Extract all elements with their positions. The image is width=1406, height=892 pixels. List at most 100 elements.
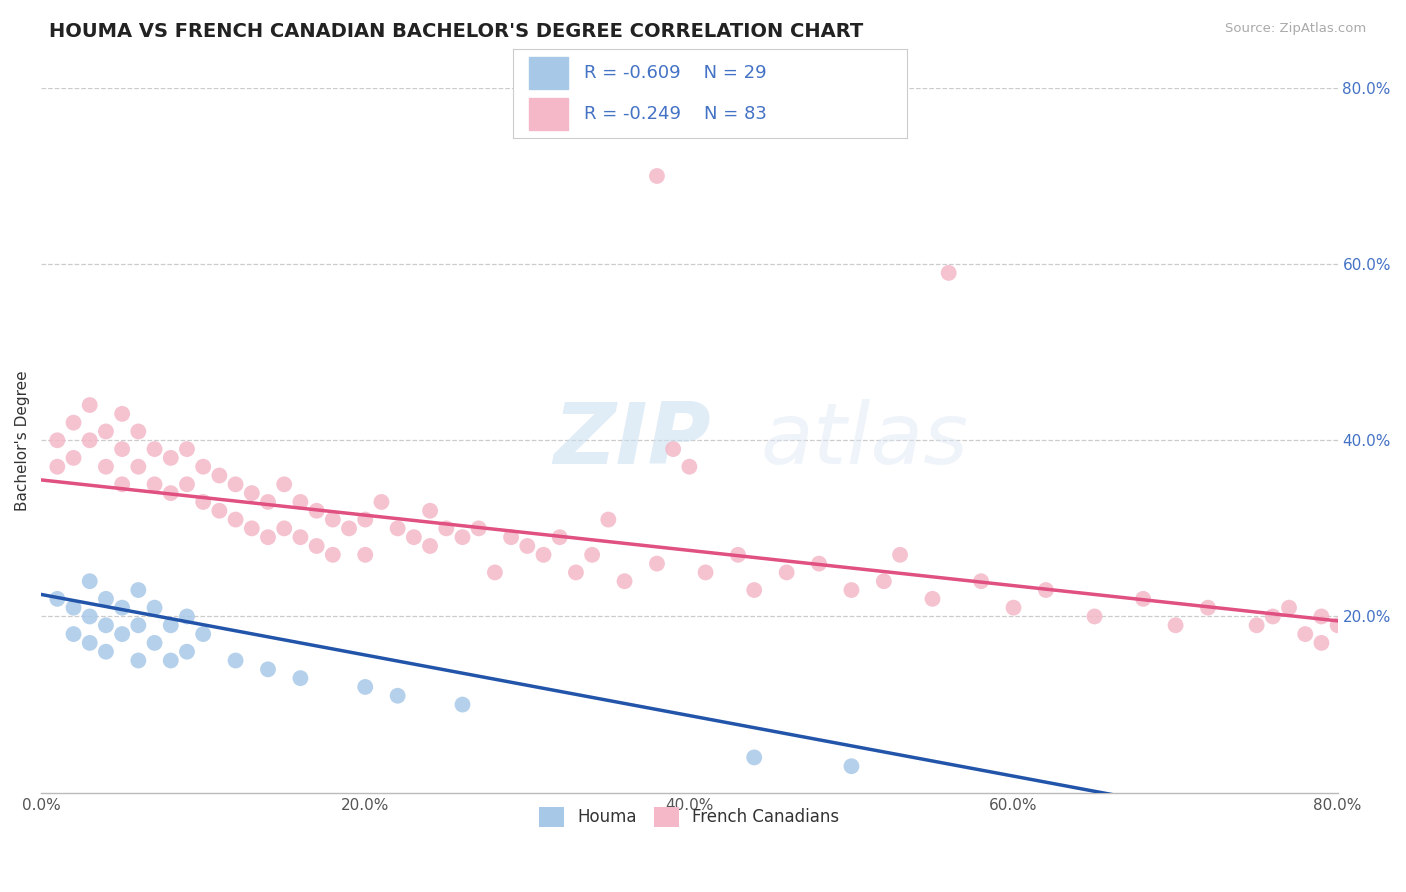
Point bbox=[1083, 609, 1105, 624]
Point bbox=[387, 689, 409, 703]
Point bbox=[257, 530, 280, 544]
Point bbox=[354, 680, 377, 694]
Point bbox=[808, 557, 831, 571]
Point bbox=[1002, 600, 1025, 615]
Point bbox=[225, 477, 247, 491]
Point bbox=[565, 566, 588, 580]
Point bbox=[1197, 600, 1219, 615]
Point bbox=[127, 459, 149, 474]
Point bbox=[1164, 618, 1187, 632]
Point bbox=[111, 477, 134, 491]
Point bbox=[143, 477, 166, 491]
Point bbox=[1035, 582, 1057, 597]
Point bbox=[159, 450, 181, 465]
Point bbox=[79, 636, 101, 650]
Point bbox=[467, 521, 489, 535]
Point bbox=[257, 662, 280, 676]
Point bbox=[1278, 600, 1301, 615]
Point bbox=[143, 636, 166, 650]
Point bbox=[970, 574, 993, 589]
Text: Source: ZipAtlas.com: Source: ZipAtlas.com bbox=[1226, 22, 1367, 36]
Point bbox=[322, 512, 344, 526]
Point bbox=[581, 548, 603, 562]
Point bbox=[645, 169, 668, 183]
Point bbox=[695, 566, 717, 580]
Point bbox=[613, 574, 636, 589]
Y-axis label: Bachelor's Degree: Bachelor's Degree bbox=[15, 370, 30, 510]
Point bbox=[387, 521, 409, 535]
Point bbox=[208, 504, 231, 518]
Point bbox=[938, 266, 960, 280]
Point bbox=[419, 504, 441, 518]
Point bbox=[1310, 636, 1333, 650]
Point bbox=[257, 495, 280, 509]
Point bbox=[273, 521, 295, 535]
Point bbox=[742, 750, 765, 764]
Point bbox=[598, 512, 620, 526]
Point bbox=[775, 566, 797, 580]
Point bbox=[305, 504, 328, 518]
Point bbox=[111, 627, 134, 641]
Point bbox=[159, 653, 181, 667]
Point bbox=[94, 591, 117, 606]
Point bbox=[111, 600, 134, 615]
Point bbox=[451, 698, 474, 712]
Point bbox=[337, 521, 360, 535]
Point bbox=[94, 459, 117, 474]
Point bbox=[62, 416, 84, 430]
Point bbox=[1294, 627, 1316, 641]
Point bbox=[79, 574, 101, 589]
Point bbox=[176, 442, 198, 456]
Point bbox=[889, 548, 911, 562]
Point bbox=[662, 442, 685, 456]
Point bbox=[176, 477, 198, 491]
Text: ZIP: ZIP bbox=[553, 399, 711, 482]
Point bbox=[354, 548, 377, 562]
Point bbox=[193, 627, 215, 641]
Point bbox=[873, 574, 896, 589]
Point bbox=[402, 530, 425, 544]
Bar bbox=[529, 57, 568, 89]
Point bbox=[225, 512, 247, 526]
Point bbox=[127, 618, 149, 632]
Point bbox=[451, 530, 474, 544]
Point bbox=[322, 548, 344, 562]
Point bbox=[79, 609, 101, 624]
Point bbox=[94, 425, 117, 439]
Point bbox=[62, 627, 84, 641]
Point bbox=[1310, 609, 1333, 624]
Point bbox=[111, 442, 134, 456]
Point bbox=[62, 600, 84, 615]
Point bbox=[94, 618, 117, 632]
Point bbox=[1246, 618, 1268, 632]
Point bbox=[921, 591, 943, 606]
Point bbox=[533, 548, 555, 562]
Point bbox=[484, 566, 506, 580]
Point bbox=[354, 512, 377, 526]
Point bbox=[419, 539, 441, 553]
Point bbox=[159, 618, 181, 632]
Point bbox=[225, 653, 247, 667]
Point bbox=[290, 530, 312, 544]
Point bbox=[548, 530, 571, 544]
Text: HOUMA VS FRENCH CANADIAN BACHELOR'S DEGREE CORRELATION CHART: HOUMA VS FRENCH CANADIAN BACHELOR'S DEGR… bbox=[49, 22, 863, 41]
Point bbox=[742, 582, 765, 597]
Point bbox=[62, 450, 84, 465]
Point bbox=[79, 434, 101, 448]
Point bbox=[678, 459, 700, 474]
Point bbox=[1261, 609, 1284, 624]
Point bbox=[208, 468, 231, 483]
Point bbox=[143, 442, 166, 456]
Point bbox=[240, 486, 263, 500]
Bar bbox=[529, 98, 568, 130]
Point bbox=[841, 759, 863, 773]
Point bbox=[159, 486, 181, 500]
Text: atlas: atlas bbox=[761, 399, 969, 482]
Point bbox=[79, 398, 101, 412]
Point bbox=[434, 521, 457, 535]
Point bbox=[143, 600, 166, 615]
Point bbox=[111, 407, 134, 421]
Point bbox=[273, 477, 295, 491]
Point bbox=[370, 495, 392, 509]
Point bbox=[127, 582, 149, 597]
